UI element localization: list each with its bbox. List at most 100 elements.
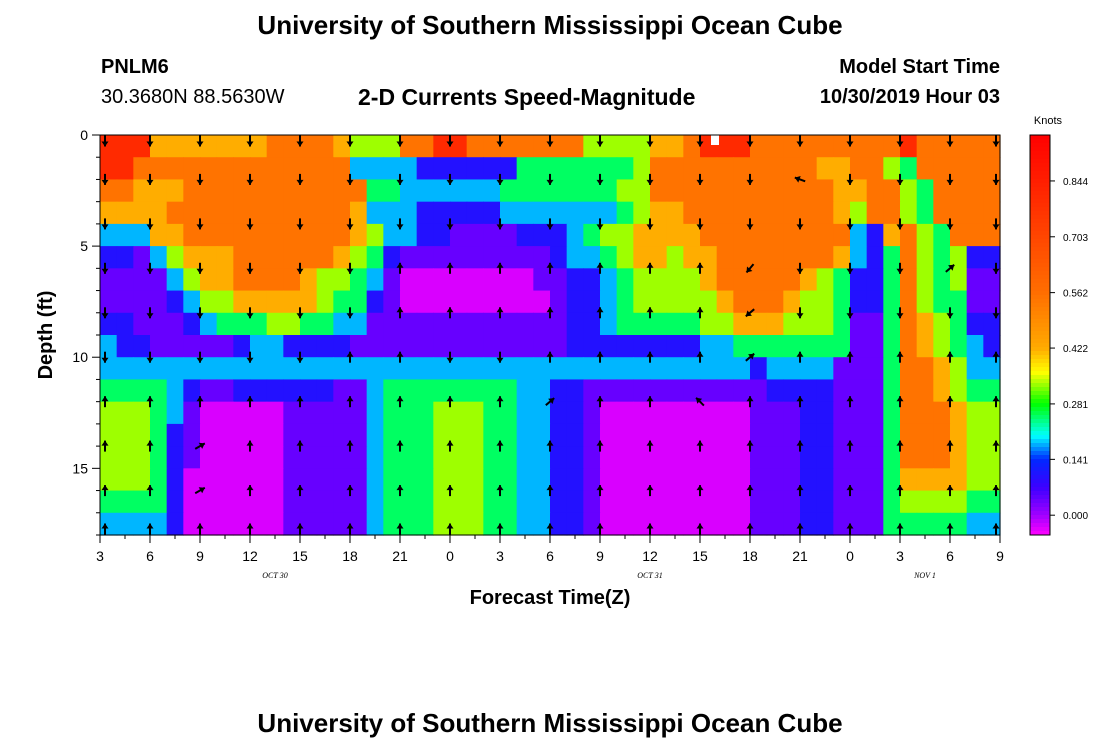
heatmap-cell — [716, 335, 734, 358]
heatmap-cell — [933, 179, 951, 203]
heatmap-cell — [150, 312, 168, 336]
heatmap-cell — [283, 157, 301, 181]
velocity-arrow — [101, 262, 109, 274]
colorbar-band — [1030, 263, 1050, 268]
heatmap-cell — [616, 290, 634, 314]
heatmap-cell — [233, 312, 251, 336]
heatmap-cell — [383, 401, 401, 425]
heatmap-cell — [100, 446, 118, 469]
heatmap-cell — [183, 468, 201, 492]
heatmap-cell — [450, 135, 468, 158]
velocity-arrow — [646, 173, 654, 185]
heatmap-cell — [216, 268, 234, 292]
heatmap-cell — [483, 135, 501, 158]
velocity-arrow — [794, 176, 806, 183]
x-tick-label: 3 — [496, 548, 504, 564]
velocity-arrow — [446, 523, 454, 535]
heatmap-cell — [216, 290, 234, 314]
heatmap-cell — [150, 223, 168, 247]
heatmap-cell — [883, 268, 901, 292]
heatmap-cell — [250, 157, 268, 181]
heatmap-cell — [250, 446, 268, 469]
heatmap-cell — [933, 446, 951, 469]
heatmap-cell — [116, 223, 134, 247]
heatmap-cell — [416, 179, 434, 203]
heatmap-cell — [200, 179, 218, 203]
heatmap-cell — [216, 135, 234, 158]
heatmap-cell — [550, 401, 568, 425]
heatmap-cell — [916, 357, 934, 381]
heatmap-cell — [833, 201, 851, 225]
colorbar-band — [1030, 171, 1050, 176]
heatmap-cell — [283, 179, 301, 203]
heatmap-cell — [116, 246, 134, 269]
heatmap-cell — [650, 268, 668, 292]
velocity-arrow — [846, 307, 854, 319]
heatmap-cell — [333, 490, 351, 514]
velocity-arrow — [596, 307, 604, 319]
velocity-arrow — [346, 523, 354, 535]
colorbar-band — [1030, 323, 1050, 328]
heatmap-cell — [683, 312, 701, 336]
velocity-arrow — [896, 396, 904, 408]
heatmap-cell — [900, 379, 918, 403]
heatmap-cell — [566, 246, 584, 269]
heatmap-cell — [800, 423, 818, 447]
heatmap-cell — [733, 423, 751, 447]
heatmap-cell — [900, 468, 918, 492]
heatmap-cell — [616, 490, 634, 514]
velocity-arrow — [646, 135, 654, 147]
heatmap-cell — [166, 490, 184, 514]
heatmap-cell — [450, 468, 468, 492]
heatmap-cell — [483, 179, 501, 203]
colorbar-band — [1030, 475, 1050, 480]
velocity-arrow — [946, 523, 954, 535]
heatmap-cell — [666, 423, 684, 447]
heatmap-cell — [766, 335, 784, 358]
heatmap-cell — [933, 135, 951, 158]
heatmap-cell — [133, 357, 151, 381]
heatmap-cell — [100, 312, 118, 336]
heatmap-cell — [550, 490, 568, 514]
velocity-arrow — [396, 485, 404, 497]
velocity-arrow — [496, 351, 504, 363]
heatmap-cell — [766, 490, 784, 514]
colorbar-band — [1030, 375, 1050, 380]
velocity-arrow — [796, 440, 804, 452]
heatmap-cell — [833, 446, 851, 469]
heatmap-cell — [700, 246, 718, 269]
velocity-arrow — [396, 351, 404, 363]
heatmap-cell — [366, 401, 384, 425]
heatmap-cell — [266, 423, 284, 447]
colorbar-band — [1030, 483, 1050, 488]
heatmap-cell — [916, 201, 934, 225]
heatmap-cell — [100, 512, 118, 536]
heatmap-cell — [283, 335, 301, 358]
heatmap-cell — [566, 268, 584, 292]
colorbar-band — [1030, 295, 1050, 300]
heatmap-cell — [850, 223, 868, 247]
heatmap-cell — [133, 223, 151, 247]
heatmap-cell — [616, 468, 634, 492]
velocity-arrow — [146, 173, 154, 185]
velocity-arrow — [196, 262, 204, 274]
heatmap-cell — [883, 401, 901, 425]
velocity-arrow — [946, 351, 954, 363]
heatmap-cell — [500, 268, 518, 292]
heatmap-cell — [466, 290, 484, 314]
heatmap-cell — [383, 490, 401, 514]
x-tick-label: 6 — [546, 548, 554, 564]
heatmap-cell — [316, 423, 334, 447]
velocity-arrow — [446, 262, 454, 274]
heatmap-cell — [566, 401, 584, 425]
colorbar-band — [1030, 247, 1050, 252]
heatmap-cell — [716, 468, 734, 492]
heatmap-cell — [900, 157, 918, 181]
colorbar-band — [1030, 287, 1050, 292]
velocity-arrow — [796, 262, 804, 274]
heatmap-cell — [616, 335, 634, 358]
colorbar-band — [1030, 415, 1050, 420]
heatmap-cell — [966, 157, 984, 181]
heatmap-cell — [316, 446, 334, 469]
heatmap-cell — [900, 179, 918, 203]
